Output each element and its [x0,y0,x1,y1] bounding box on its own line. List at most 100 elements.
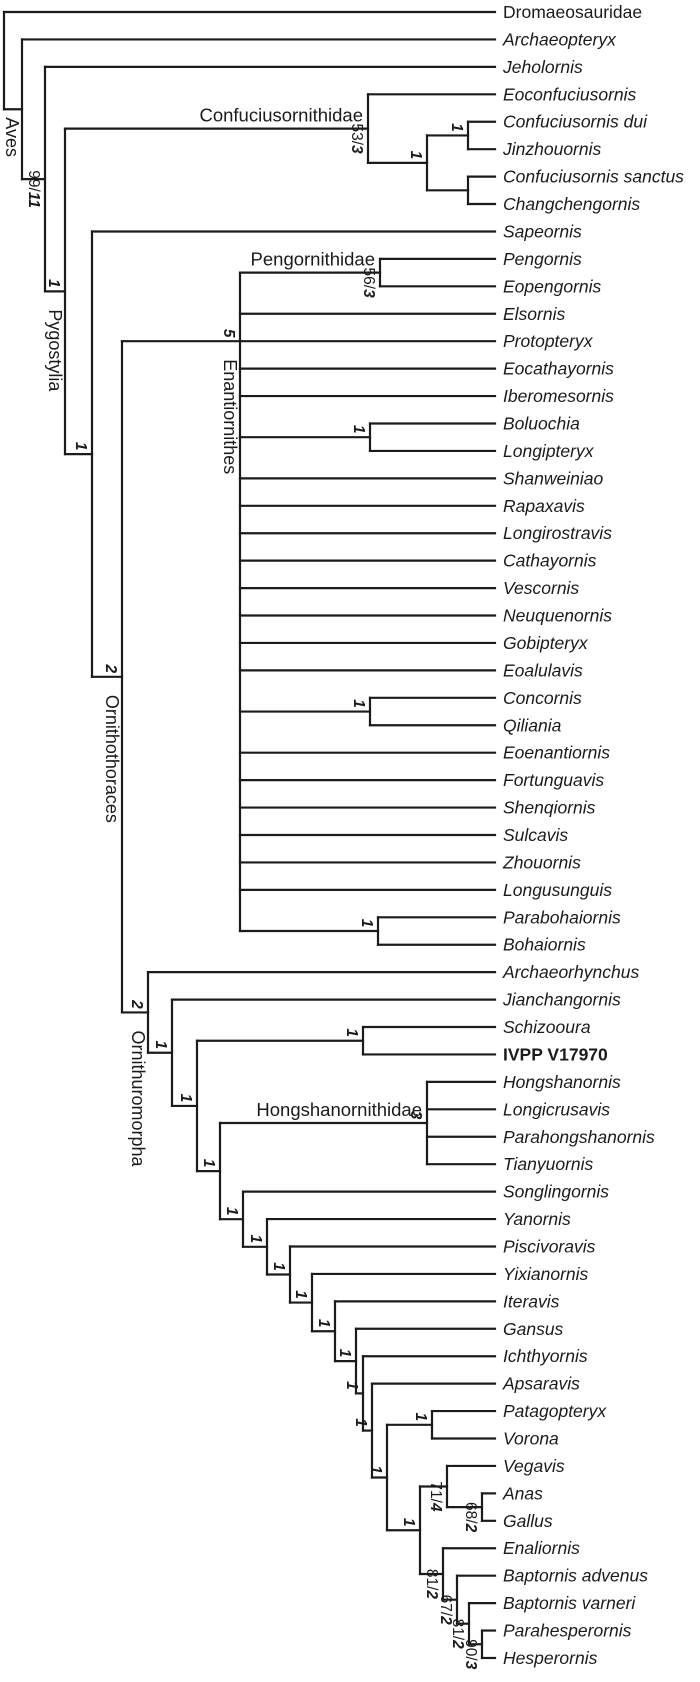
taxon-label: Longirostravis [503,523,612,543]
taxon-label: IVPP V17970 [503,1044,608,1064]
support-label: 1 [343,1381,360,1390]
taxon-label: Eoalulavis [503,660,583,680]
taxon-label: Parahongshanornis [503,1127,655,1147]
support-label: 1 [72,442,89,451]
clade-label: Ornithuromorpha [128,1030,148,1167]
support-label: 5 [220,329,237,338]
taxon-label: Parahesperornis [503,1621,632,1641]
support-label: 90/3 [462,1639,479,1670]
support-label: 56/3 [360,268,377,299]
taxon-label: Iteravis [503,1291,560,1311]
taxon-label: Bohaiornis [503,935,586,955]
taxon-label: Archaeopteryx [502,29,617,49]
taxon-label: Longicrusavis [503,1099,610,1119]
taxon-label: Iberomesornis [503,386,614,406]
taxon-label: Parabohaiornis [503,907,621,927]
clade-label: Pygostylia [45,309,65,392]
clade-label: Pengornithidae [251,249,375,270]
support-label: 3 [407,1111,424,1120]
support-label: 1 [270,1262,287,1271]
taxon-label: Concornis [503,688,582,708]
clade-label: Hongshanornithidae [256,1099,422,1120]
taxon-label: Yixianornis [503,1264,589,1284]
taxon-label: Gansus [503,1319,564,1339]
taxon-label: Fortunguavis [503,770,604,790]
support-label: 1 [448,123,465,132]
support-label: 1 [367,1465,384,1474]
taxon-label: Songlingornis [503,1182,609,1202]
taxon-label: Protopteryx [503,331,594,351]
clade-label: Confuciusornithidae [199,105,363,126]
support-label: 1 [350,699,367,708]
support-label: 1 [315,1319,332,1328]
clade-label: Aves [2,117,22,157]
taxon-label: Boluochia [503,413,580,433]
taxon-label: Tianyuornis [503,1154,594,1174]
support-label: 1 [352,1418,369,1427]
support-label: 1 [400,1518,417,1527]
taxon-label: Eoconfuciusornis [503,84,637,104]
taxon-label: Confuciusornis sanctus [503,167,684,187]
support-label: 2 [128,999,145,1009]
support-label: 67/2 [437,1595,454,1626]
taxon-label: Yanornis [503,1209,571,1229]
support-label: 1 [358,919,375,928]
taxon-label: Hongshanornis [503,1072,621,1092]
support-label: 1 [343,1028,360,1037]
support-label: 1 [223,1207,240,1216]
taxon-label: Vorona [503,1429,559,1449]
taxon-label: Changchengornis [503,194,640,214]
taxon-label: Patagopteryx [503,1401,607,1421]
taxon-label: Cathayornis [503,551,597,571]
taxon-label: Shenqiornis [503,798,596,818]
taxon-label: Sulcavis [503,825,568,845]
support-label: 1 [152,1040,169,1049]
taxon-label: Qiliania [503,715,562,735]
taxon-label: Apsaravis [502,1374,580,1394]
support-label: 2 [102,664,119,674]
support-label: 1 [177,1094,194,1103]
support-label: 1 [45,279,62,288]
taxon-label: Longusunguis [503,880,612,900]
taxon-label: Elsornis [503,304,565,324]
support-label: 53/3 [348,123,365,154]
taxon-label: Jinzhouornis [502,139,601,159]
support-label: 1 [200,1159,217,1168]
taxon-label: Piscivoravis [503,1236,596,1256]
clade-label: Enantiornithes [220,359,240,474]
taxon-label: Longipteryx [503,441,595,461]
taxon-label: Rapaxavis [503,496,585,516]
taxon-label: Schizooura [503,1017,591,1037]
taxon-label: Dromaeosauridae [503,2,642,22]
taxon-label: Anas [502,1483,543,1503]
taxon-label: Jeholornis [502,57,583,77]
taxon-label: Gallus [503,1511,553,1531]
taxon-label: Vegavis [503,1456,565,1476]
taxon-label: Baptornis advenus [503,1566,648,1586]
taxon-label: Enaliornis [503,1538,580,1558]
support-label: 81/2 [449,1619,466,1650]
support-label: 68/2 [462,1502,479,1533]
taxon-label: Gobipteryx [503,633,589,653]
taxon-label: Sapeornis [503,221,582,241]
support-label: 99/11 [25,170,42,208]
taxon-label: Shanweiniao [503,468,603,488]
taxon-label: Eoenantiornis [503,743,610,763]
taxon-label: Jianchangornis [502,990,621,1010]
taxon-label: Vescornis [503,578,579,598]
taxon-label: Pengornis [503,249,582,269]
support-label: 71/4 [427,1481,444,1512]
clade-label: Ornithothoraces [102,695,122,823]
support-label: 1 [350,425,367,434]
taxon-label: Archaeorhynchus [502,962,639,982]
taxon-label: Eocathayornis [503,359,614,379]
support-label: 1 [407,151,424,160]
support-label: 1 [336,1349,353,1358]
support-label: 81/2 [423,1569,440,1600]
taxon-label: Neuquenornis [503,606,612,626]
taxon-label: Confuciusornis dui [503,112,648,132]
support-label: 1 [247,1234,264,1243]
support-label: 1 [292,1290,309,1299]
